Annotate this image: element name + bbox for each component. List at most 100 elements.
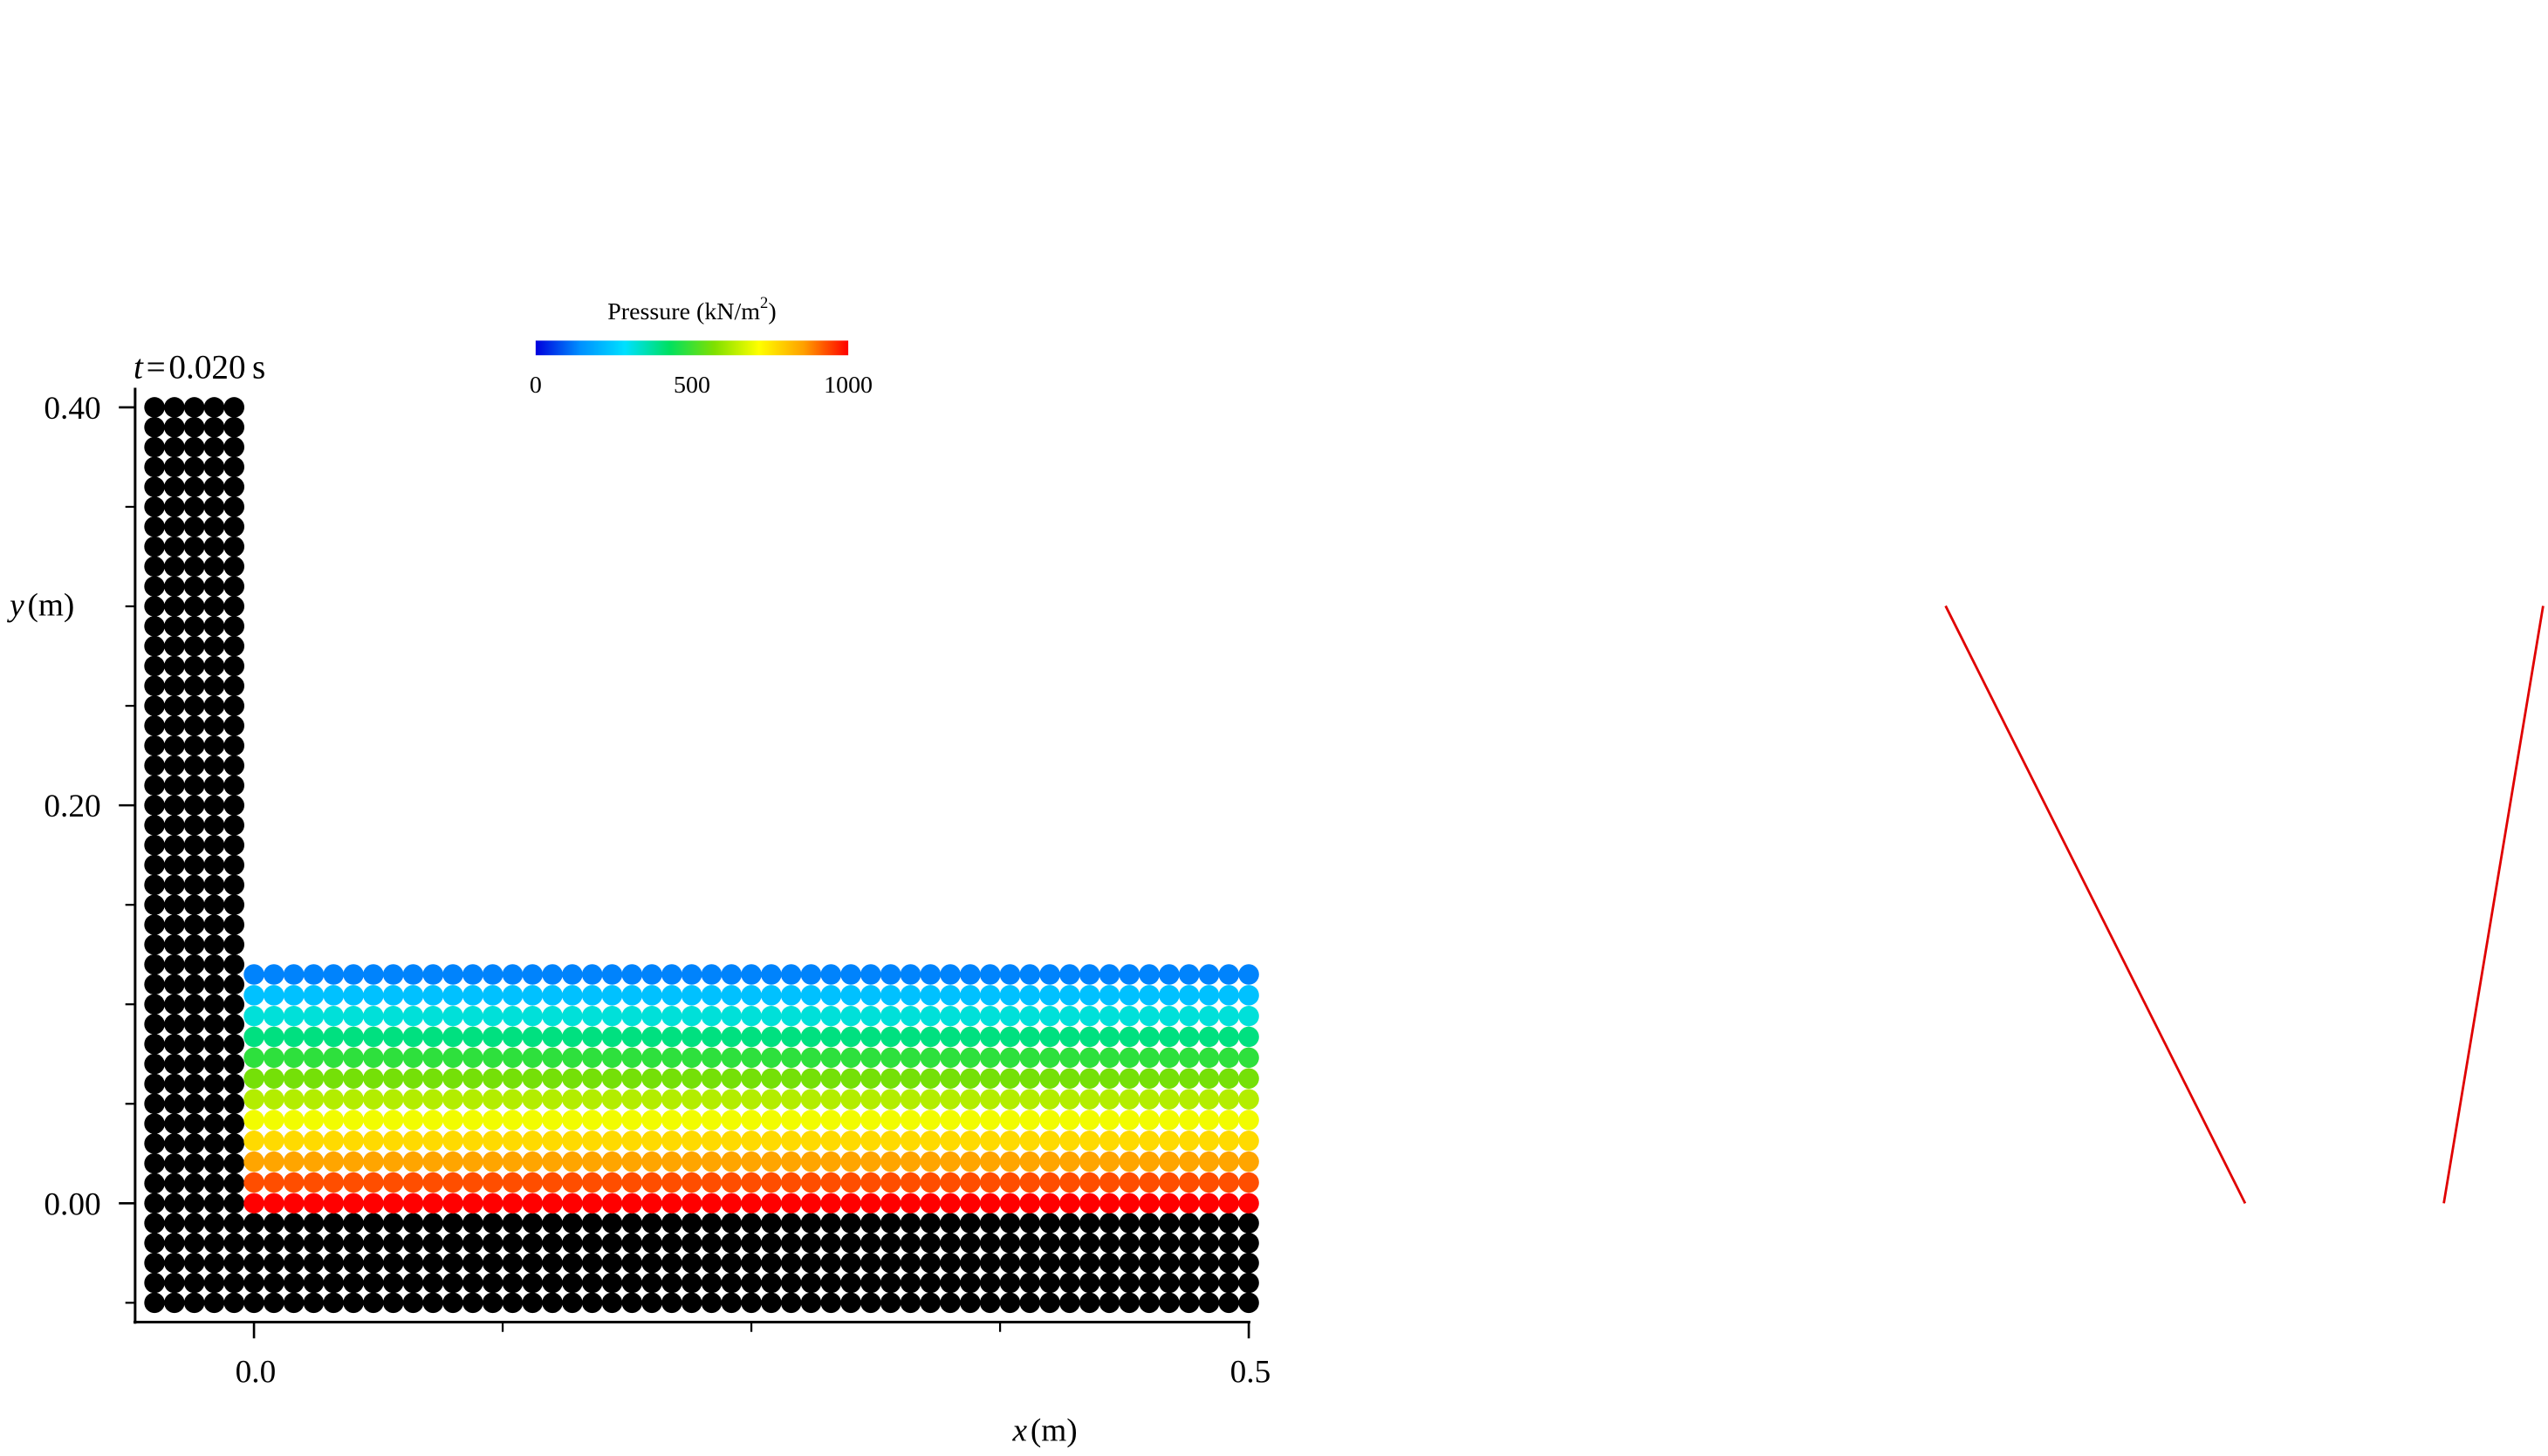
wall-particle bbox=[960, 1213, 981, 1234]
fluid-particle bbox=[1039, 1047, 1060, 1069]
wall-particle bbox=[223, 1193, 245, 1214]
wall-particle bbox=[442, 1252, 463, 1274]
fluid-particle bbox=[1198, 1026, 1220, 1048]
wall-particle bbox=[840, 1292, 861, 1314]
fluid-particle bbox=[761, 1193, 782, 1214]
fluid-particle bbox=[303, 1026, 325, 1048]
wall-particle bbox=[183, 516, 205, 537]
fluid-particle bbox=[1178, 1193, 1200, 1214]
fluid-particle bbox=[820, 1005, 842, 1027]
fluid-particle bbox=[681, 1110, 702, 1131]
fluid-particle bbox=[303, 1193, 325, 1214]
fluid-particle bbox=[422, 1026, 444, 1048]
fluid-particle bbox=[323, 1110, 345, 1131]
fluid-particle bbox=[542, 1172, 563, 1193]
wall-particle bbox=[820, 1213, 842, 1234]
fluid-particle bbox=[264, 1047, 284, 1069]
wall-particle bbox=[701, 1272, 723, 1294]
y-axis-unit: (m) bbox=[27, 588, 74, 624]
fluid-particle bbox=[562, 1026, 583, 1048]
fluid-particle bbox=[542, 1047, 563, 1069]
fluid-particle bbox=[283, 1089, 305, 1110]
fluid-particle bbox=[920, 1172, 942, 1193]
wall-particle bbox=[900, 1233, 921, 1254]
wall-particle bbox=[840, 1233, 861, 1254]
fluid-particle bbox=[621, 1047, 643, 1069]
fluid-particle bbox=[880, 1026, 901, 1048]
wall-particle bbox=[522, 1213, 544, 1234]
wall-particle bbox=[1218, 1292, 1240, 1314]
fluid-particle bbox=[343, 1005, 364, 1027]
fluid-particle bbox=[1099, 1026, 1120, 1048]
wall-particle bbox=[203, 834, 225, 856]
fluid-particle bbox=[1019, 1005, 1041, 1027]
wall-particle bbox=[522, 1252, 544, 1274]
wall-particle bbox=[940, 1272, 961, 1294]
fluid-particle bbox=[382, 1151, 404, 1172]
wall-particle bbox=[164, 1292, 185, 1314]
wall-particle bbox=[183, 456, 205, 478]
wall-particle bbox=[542, 1272, 563, 1294]
fluid-particle bbox=[761, 964, 782, 985]
fluid-particle bbox=[542, 1193, 563, 1214]
wall-particle bbox=[183, 536, 205, 557]
fluid-particle bbox=[363, 1068, 384, 1089]
fluid-particle bbox=[402, 1110, 424, 1131]
wall-particle bbox=[144, 1133, 165, 1154]
wall-particle bbox=[900, 1272, 921, 1294]
fluid-particle bbox=[482, 1110, 503, 1131]
fluid-particle bbox=[1119, 1110, 1140, 1131]
fluid-particle bbox=[900, 1089, 921, 1110]
fluid-particle bbox=[1079, 985, 1100, 1006]
fluid-particle bbox=[442, 1131, 463, 1152]
wall-particle bbox=[641, 1213, 662, 1234]
fluid-particle bbox=[701, 985, 723, 1006]
fluid-particle bbox=[701, 1131, 723, 1152]
fluid-particle bbox=[940, 1151, 961, 1172]
fluid-particle bbox=[940, 1047, 961, 1069]
fluid-particle bbox=[1099, 985, 1120, 1006]
fluid-particle bbox=[1238, 1131, 1259, 1152]
fluid-particle bbox=[681, 1193, 702, 1214]
fluid-particle bbox=[462, 1172, 483, 1193]
fluid-particle bbox=[303, 1047, 325, 1069]
wall-particle bbox=[999, 1252, 1021, 1274]
wall-particle bbox=[144, 596, 165, 617]
fluid-particle bbox=[641, 1151, 662, 1172]
wall-particle bbox=[183, 1113, 205, 1134]
wall-particle bbox=[562, 1252, 583, 1274]
fluid-particle bbox=[1198, 985, 1220, 1006]
fluid-particle bbox=[343, 1068, 364, 1089]
y-tick-label: 0.40 bbox=[44, 391, 100, 427]
wall-particle bbox=[402, 1292, 424, 1314]
wall-particle bbox=[223, 775, 245, 796]
wall-particle bbox=[164, 1133, 185, 1154]
wall-particle bbox=[462, 1252, 483, 1274]
wall-particle bbox=[144, 695, 165, 716]
fluid-particle bbox=[920, 1131, 942, 1152]
fluid-particle bbox=[1099, 1151, 1120, 1172]
wall-particle bbox=[144, 934, 165, 955]
fluid-particle bbox=[482, 1089, 503, 1110]
wall-particle bbox=[183, 1233, 205, 1254]
wall-particle bbox=[183, 436, 205, 458]
fluid-particle bbox=[661, 1172, 682, 1193]
fluid-particle bbox=[999, 1131, 1021, 1152]
wall-particle bbox=[442, 1213, 463, 1234]
wall-particle bbox=[164, 1152, 185, 1174]
wall-particle bbox=[1099, 1292, 1120, 1314]
wall-particle bbox=[203, 576, 225, 597]
fluid-particle bbox=[562, 1089, 583, 1110]
wall-particle bbox=[522, 1272, 544, 1294]
fluid-particle bbox=[999, 964, 1021, 985]
fluid-particle bbox=[900, 1110, 921, 1131]
fluid-particle bbox=[1059, 985, 1080, 1006]
wall-particle bbox=[402, 1213, 424, 1234]
fluid-particle bbox=[741, 1131, 762, 1152]
wall-particle bbox=[144, 1213, 165, 1234]
fluid-particle bbox=[482, 1047, 503, 1069]
wall-particle bbox=[1039, 1292, 1060, 1314]
wall-particle bbox=[1059, 1252, 1080, 1274]
wall-particle bbox=[203, 914, 225, 935]
fluid-particle bbox=[264, 1193, 284, 1214]
